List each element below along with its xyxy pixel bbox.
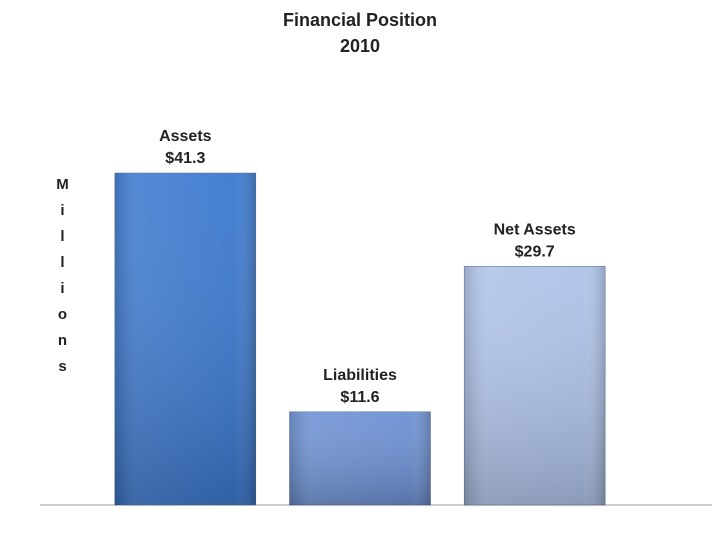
chart-title: Financial Position bbox=[283, 10, 437, 30]
category-label: Assets bbox=[159, 128, 212, 145]
bar bbox=[114, 172, 257, 506]
bar bbox=[463, 265, 606, 506]
chart-subtitle: 2010 bbox=[340, 36, 380, 56]
value-label: $29.7 bbox=[515, 243, 555, 260]
category-label: Net Assets bbox=[494, 221, 576, 238]
value-label: $11.6 bbox=[340, 389, 379, 406]
bar bbox=[289, 411, 431, 506]
y-axis-label: Millions bbox=[54, 176, 71, 384]
category-label: Liabilities bbox=[323, 367, 397, 384]
value-label: $41.3 bbox=[165, 150, 205, 167]
